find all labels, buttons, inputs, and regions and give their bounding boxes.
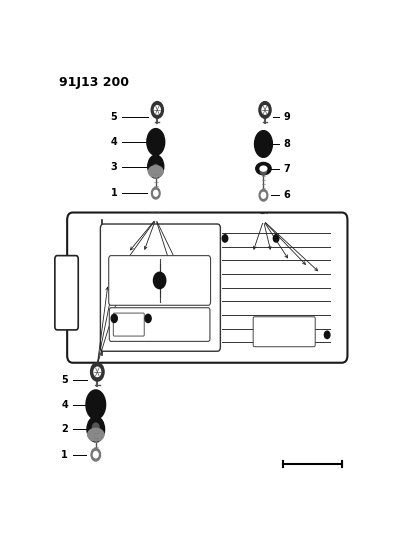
Ellipse shape [260,166,267,171]
Circle shape [259,190,268,201]
Circle shape [154,190,158,196]
Circle shape [93,423,99,432]
Text: 4: 4 [110,137,118,147]
Circle shape [154,105,161,115]
Ellipse shape [148,155,164,178]
Text: 5: 5 [61,375,68,385]
Circle shape [145,314,151,322]
FancyBboxPatch shape [100,224,220,351]
Circle shape [90,362,105,382]
Circle shape [93,366,101,377]
Text: 7: 7 [283,164,290,174]
FancyBboxPatch shape [109,256,210,305]
Circle shape [91,448,100,461]
Circle shape [154,272,166,289]
Ellipse shape [254,131,272,157]
Circle shape [222,235,228,242]
Ellipse shape [87,417,104,442]
Circle shape [111,314,118,322]
Ellipse shape [88,429,104,441]
Text: 6: 6 [283,190,290,200]
Text: 4: 4 [61,400,68,409]
Text: 1: 1 [110,188,118,198]
Ellipse shape [256,163,271,175]
Circle shape [150,101,164,119]
Circle shape [93,451,98,458]
Circle shape [324,331,330,338]
Text: 5: 5 [110,112,118,122]
Ellipse shape [147,128,165,155]
FancyBboxPatch shape [253,317,315,347]
Circle shape [261,192,266,198]
Text: 2: 2 [61,424,68,434]
FancyBboxPatch shape [113,313,144,336]
FancyBboxPatch shape [55,256,78,330]
FancyBboxPatch shape [109,308,210,342]
Text: 8: 8 [283,139,290,149]
Ellipse shape [86,390,106,419]
Text: 91J13 200: 91J13 200 [59,76,129,89]
Text: 1: 1 [61,450,68,459]
Circle shape [152,188,160,199]
Circle shape [273,235,279,242]
Text: 9: 9 [283,112,290,122]
Circle shape [261,105,269,115]
Text: 3: 3 [110,161,118,172]
Circle shape [258,101,272,119]
FancyBboxPatch shape [67,213,347,363]
Circle shape [153,165,159,173]
Ellipse shape [148,166,163,177]
Circle shape [260,166,266,175]
